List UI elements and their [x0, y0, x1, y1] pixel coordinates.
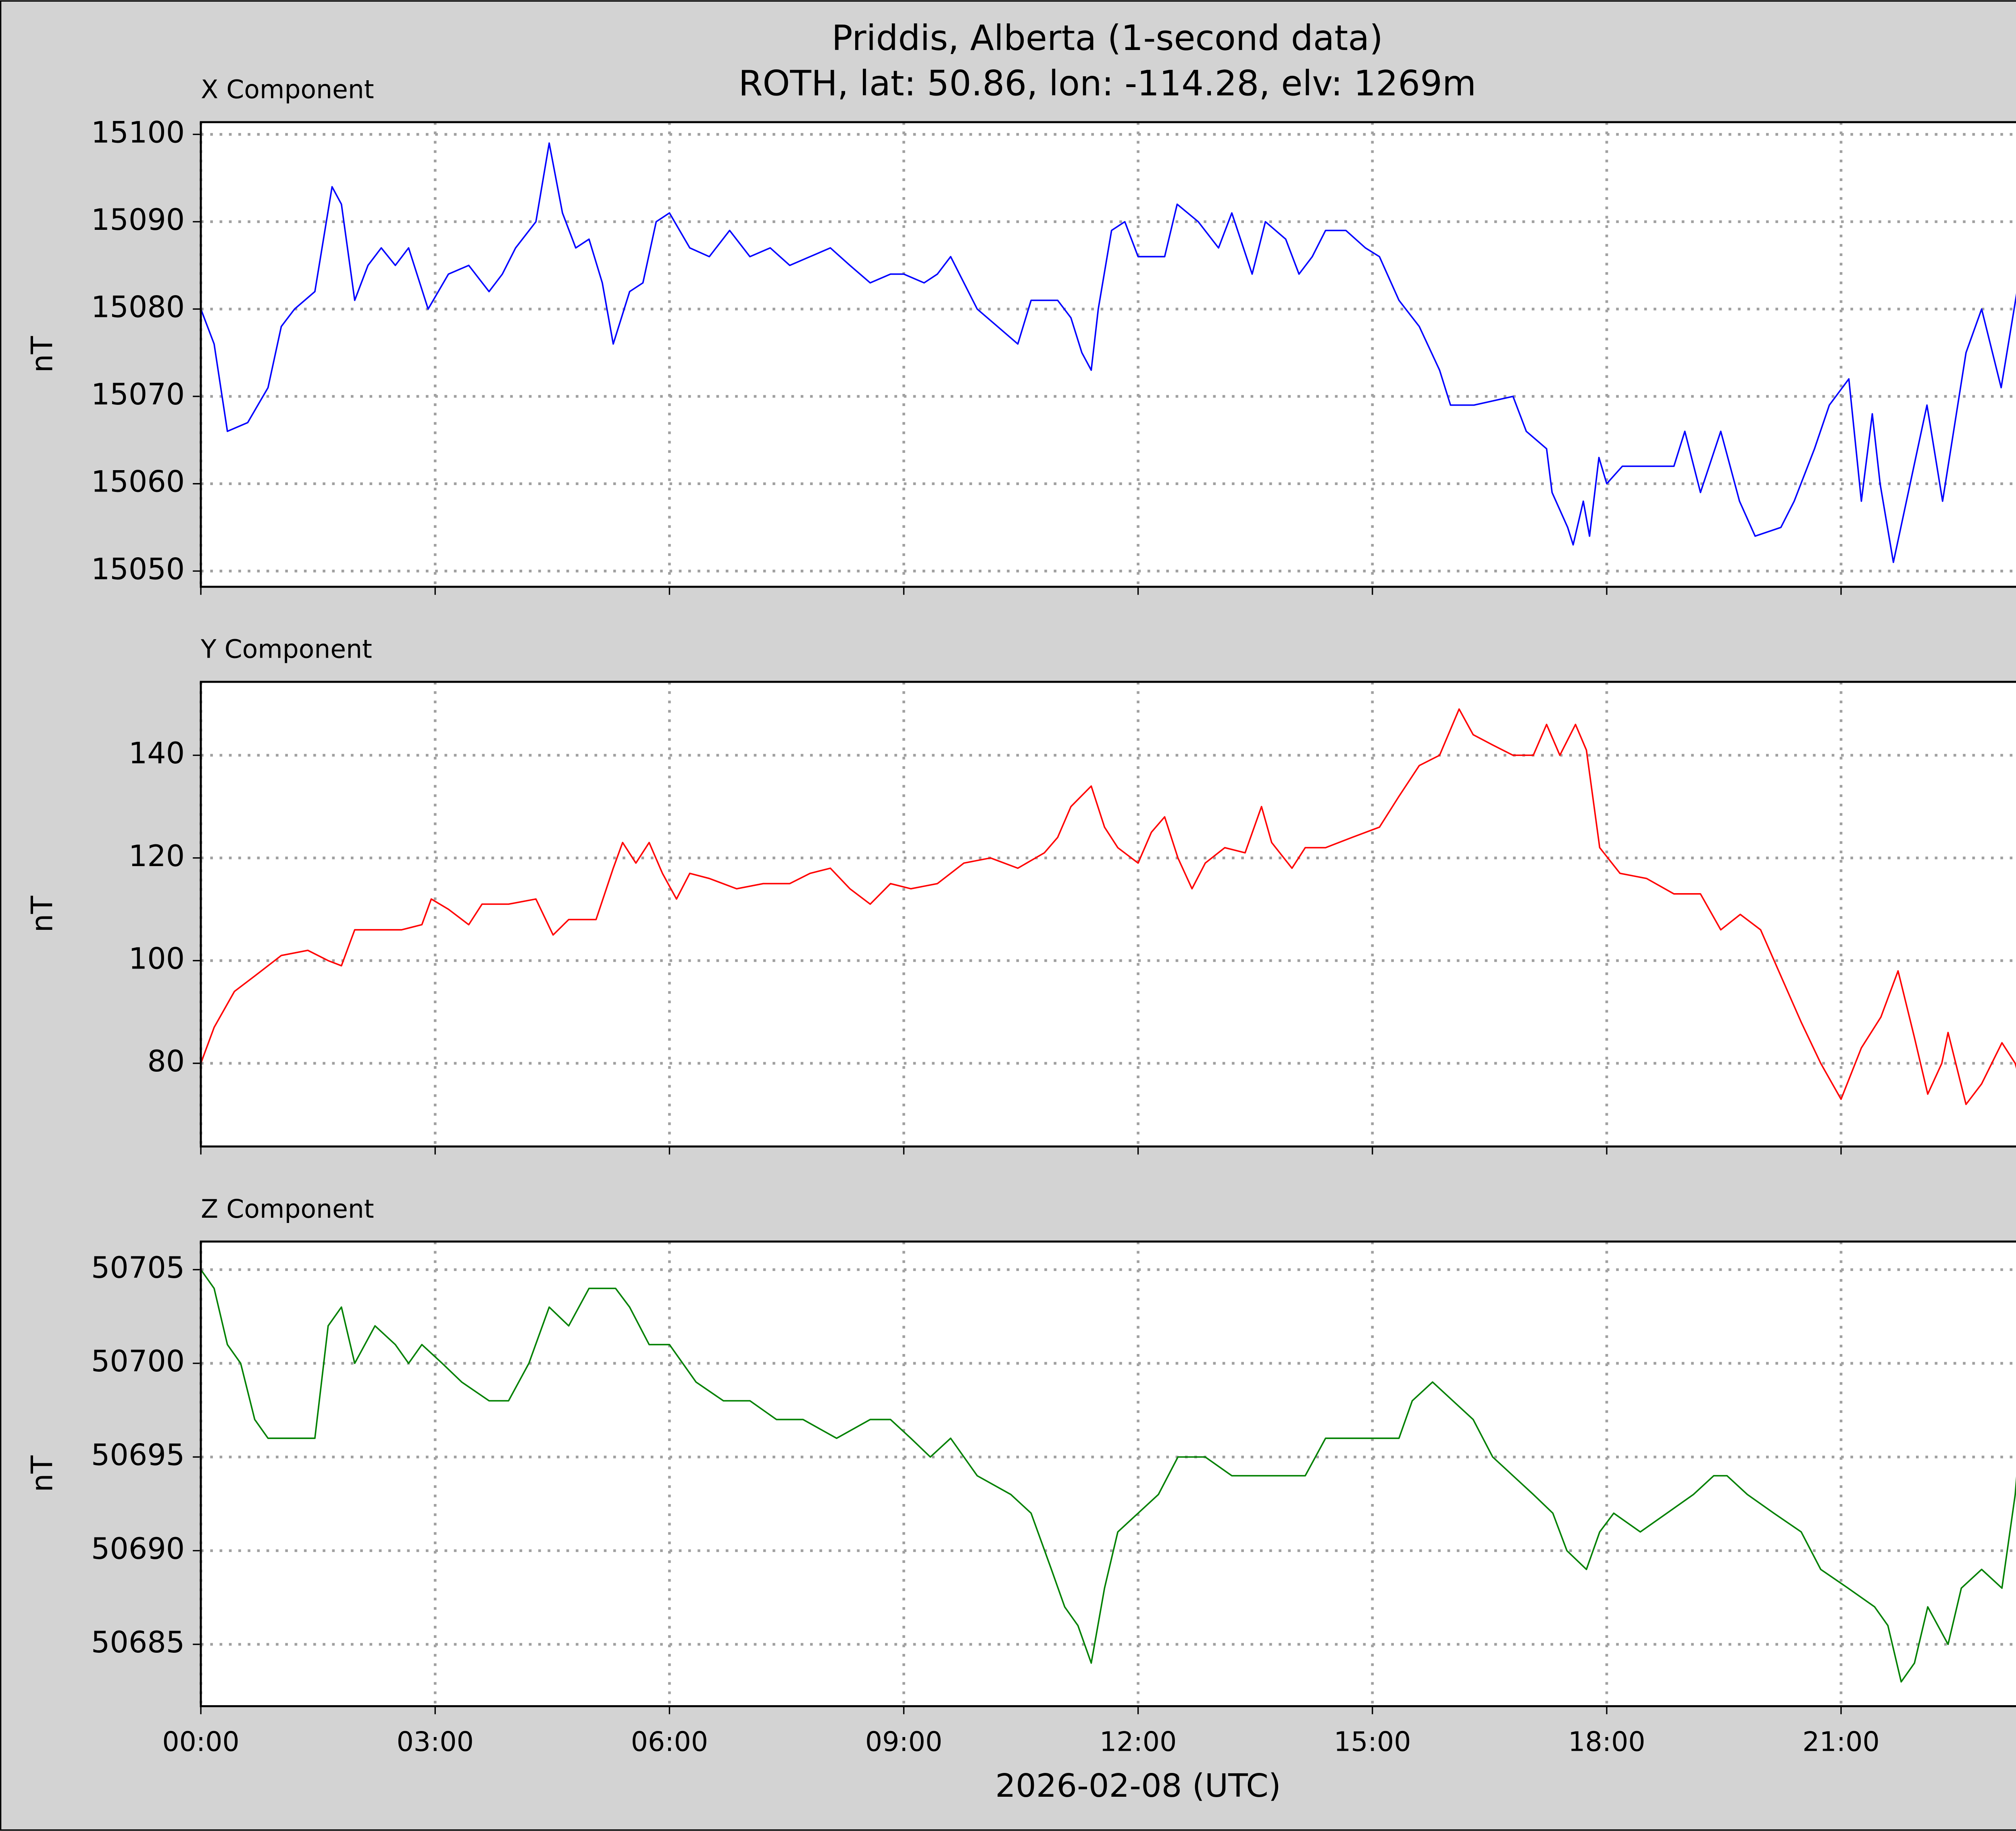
data-line [200, 708, 2016, 1105]
y-tick-label: 50700 [91, 1344, 185, 1379]
y-tick-label: 15070 [91, 377, 185, 412]
plot-area [201, 1241, 2016, 1706]
y-tick-label: 15080 [91, 290, 185, 324]
y-tick-label: 80 [147, 1044, 185, 1079]
y-axis-label: nT [25, 896, 60, 932]
x-tick-label: 03:00 [397, 1726, 474, 1757]
x-tick-label: 09:00 [865, 1726, 942, 1757]
x-tick-label: 12:00 [1100, 1726, 1177, 1757]
x-tick-label: 15:00 [1334, 1726, 1411, 1757]
panel-title: X Component [201, 75, 374, 104]
data-line [200, 142, 2016, 563]
y-tick-label: 15060 [91, 465, 185, 499]
plot-area [201, 682, 2016, 1147]
y-tick-label: 50705 [91, 1251, 185, 1285]
x-axis-label: 2026-02-08 (UTC) [995, 1767, 1281, 1804]
plot-frame [200, 681, 2016, 1148]
y-tick-label: 120 [129, 839, 185, 873]
panel-title: Z Component [201, 1194, 374, 1224]
y-tick-label: 140 [129, 736, 185, 771]
figure-title: Priddis, Alberta (1-second data) [832, 18, 1383, 58]
y-tick-label: 50695 [91, 1438, 185, 1472]
x-tick-label: 18:00 [1568, 1726, 1645, 1757]
x-tick-label: 06:00 [631, 1726, 708, 1757]
y-tick-label: 50690 [91, 1532, 185, 1566]
plot-frame [200, 1240, 2016, 1707]
figure-subtitle: ROTH, lat: 50.86, lon: -114.28, elv: 126… [738, 64, 1476, 104]
y-tick-label: 15100 [91, 115, 185, 150]
panel-title: Y Component [200, 634, 372, 664]
y-tick-label: 15050 [91, 552, 185, 586]
plot-frame [200, 121, 2016, 588]
y-axis-label: nT [25, 336, 60, 373]
plot-area [201, 122, 2016, 587]
y-axis-label: nT [25, 1455, 60, 1492]
y-tick-label: 50685 [91, 1625, 185, 1660]
data-line [200, 1269, 2016, 1683]
x-tick-label: 21:00 [1802, 1726, 1879, 1757]
y-tick-label: 100 [129, 942, 185, 976]
x-tick-label: 00:00 [162, 1726, 239, 1757]
y-tick-label: 15090 [91, 203, 185, 237]
